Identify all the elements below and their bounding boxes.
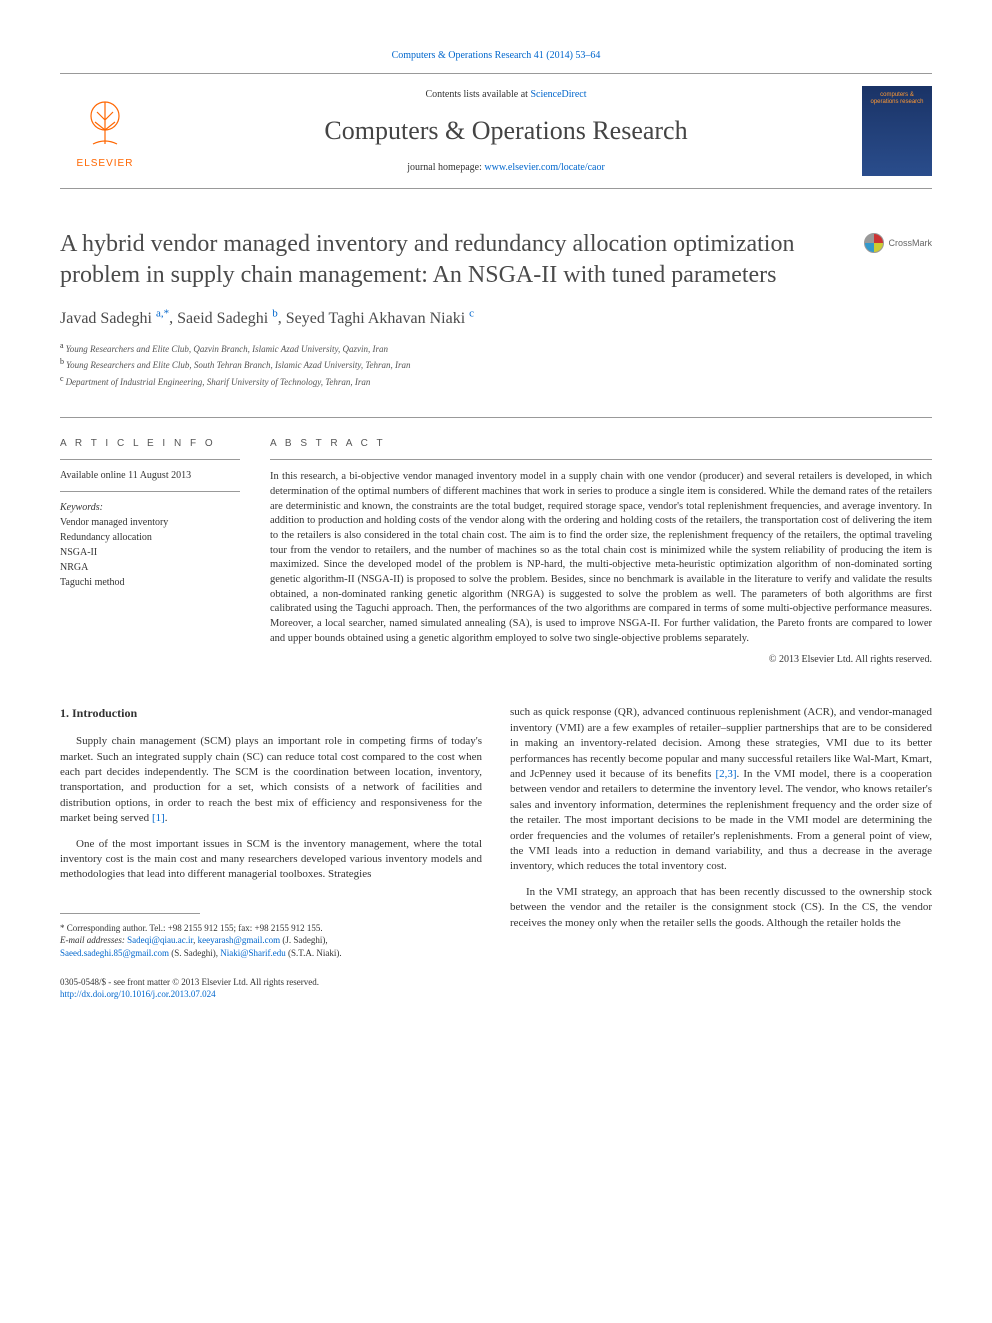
p-text-1a: Supply chain management (SCM) plays an i… [60, 735, 482, 824]
article-info-heading: A R T I C L E I N F O [60, 438, 240, 449]
journal-homepage-link[interactable]: www.elsevier.com/locate/caor [484, 162, 604, 173]
info-divider [60, 459, 240, 460]
affiliation-marker[interactable]: a,* [156, 307, 169, 319]
authors-line: Javad Sadeghi a,*, Saeid Sadeghi b, Seye… [60, 307, 932, 327]
keywords-list: Vendor managed inventory Redundancy allo… [60, 515, 240, 590]
keywords-label: Keywords: [60, 502, 240, 513]
keyword: Vendor managed inventory [60, 515, 240, 530]
p-text-2b: . In the VMI model, there is a cooperati… [510, 768, 932, 872]
p-text-1b: . [165, 812, 168, 824]
issn-line: 0305-0548/$ - see front matter © 2013 El… [60, 976, 482, 989]
affiliation-marker[interactable]: c [469, 307, 474, 319]
publisher-logo: ELSEVIER [60, 86, 150, 176]
affiliation-mark: a [60, 341, 64, 350]
affiliation-text: Young Researchers and Elite Club, South … [66, 360, 411, 370]
author: Javad Sadeghi a,* [60, 310, 169, 327]
abstract-text: In this research, a bi-objective vendor … [270, 470, 932, 646]
doi-link[interactable]: http://dx.doi.org/10.1016/j.cor.2013.07.… [60, 989, 216, 999]
email-link[interactable]: keeyarash@gmail.com [198, 935, 281, 945]
article-info-block: A R T I C L E I N F O Available online 1… [60, 438, 240, 665]
affiliation-text: Department of Industrial Engineering, Sh… [66, 377, 371, 387]
sciencedirect-link[interactable]: ScienceDirect [530, 89, 586, 100]
crossmark-badge[interactable]: CrossMark [864, 233, 932, 253]
corresponding-line: * Corresponding author. Tel.: +98 2155 9… [60, 922, 482, 935]
email-who: (J. Sadeghi), [280, 935, 328, 945]
keyword: NSGA-II [60, 545, 240, 560]
email-link[interactable]: Saeed.sadeghi.85@gmail.com [60, 948, 169, 958]
affiliation-text: Young Researchers and Elite Club, Qazvin… [66, 344, 388, 354]
affiliation-mark: c [60, 374, 64, 383]
email-who: (S.T.A. Niaki). [286, 948, 342, 958]
elsevier-tree-icon [75, 94, 135, 154]
journal-name: Computers & Operations Research [150, 116, 862, 146]
section-heading: 1. Introduction [60, 705, 482, 722]
body-paragraph: In the VMI strategy, an approach that ha… [510, 885, 932, 931]
abstract-heading: A B S T R A C T [270, 438, 932, 449]
journal-cover-thumbnail: computers & operations research [862, 86, 932, 176]
section-number: 1. [60, 706, 69, 720]
keyword: Redundancy allocation [60, 530, 240, 545]
email-who: (S. Sadeghi), [169, 948, 220, 958]
body-paragraph: One of the most important issues in SCM … [60, 837, 482, 883]
affiliation-mark: b [60, 357, 64, 366]
abstract-divider [270, 459, 932, 460]
footer-meta: 0305-0548/$ - see front matter © 2013 El… [60, 976, 482, 1001]
affiliation: cDepartment of Industrial Engineering, S… [60, 373, 932, 390]
reference-link[interactable]: [1] [152, 812, 165, 824]
section-title: Introduction [72, 706, 137, 720]
affiliations-block: aYoung Researchers and Elite Club, Qazvi… [60, 340, 932, 390]
email-link[interactable]: Niaki@Sharif.edu [220, 948, 286, 958]
homepage-prefix: journal homepage: [407, 162, 484, 173]
reference-link[interactable]: [2,3] [715, 768, 736, 780]
email-line: E-mail addresses: Sadeqi@qiau.ac.ir, kee… [60, 934, 482, 959]
body-paragraph: Supply chain management (SCM) plays an i… [60, 734, 482, 826]
header-citation: Computers & Operations Research 41 (2014… [60, 50, 932, 61]
author-name: Javad Sadeghi [60, 310, 152, 327]
cover-text: computers & operations research [866, 92, 928, 106]
contents-text: Contents lists available at [425, 89, 530, 100]
separator: , [169, 310, 177, 327]
author-name: Seyed Taghi Akhavan Niaki [286, 310, 465, 327]
separator: , [278, 310, 286, 327]
keyword: Taguchi method [60, 575, 240, 590]
publisher-name: ELSEVIER [77, 158, 134, 169]
right-column: such as quick response (QR), advanced co… [510, 705, 932, 1000]
email-label: E-mail addresses: [60, 935, 127, 945]
available-online: Available online 11 August 2013 [60, 470, 240, 481]
affiliation: bYoung Researchers and Elite Club, South… [60, 356, 932, 373]
author: Seyed Taghi Akhavan Niaki c [286, 310, 474, 327]
crossmark-label: CrossMark [888, 238, 932, 248]
affiliation: aYoung Researchers and Elite Club, Qazvi… [60, 340, 932, 357]
journal-homepage-line: journal homepage: www.elsevier.com/locat… [150, 162, 862, 173]
left-column: 1. Introduction Supply chain management … [60, 705, 482, 1000]
author-name: Saeid Sadeghi [177, 310, 268, 327]
masthead: ELSEVIER Contents lists available at Sci… [60, 73, 932, 189]
masthead-center: Contents lists available at ScienceDirec… [150, 89, 862, 173]
crossmark-icon [864, 233, 884, 253]
email-link[interactable]: Sadeqi@qiau.ac.ir [127, 935, 193, 945]
contents-available-line: Contents lists available at ScienceDirec… [150, 89, 862, 100]
keyword: NRGA [60, 560, 240, 575]
abstract-block: A B S T R A C T In this research, a bi-o… [270, 438, 932, 665]
info-divider [60, 491, 240, 492]
footnote-divider [60, 913, 200, 914]
author: Saeid Sadeghi b [177, 310, 278, 327]
corresponding-note: * Corresponding author. Tel.: +98 2155 9… [60, 922, 482, 960]
abstract-copyright: © 2013 Elsevier Ltd. All rights reserved… [270, 654, 932, 665]
body-columns: 1. Introduction Supply chain management … [60, 705, 932, 1000]
article-title: A hybrid vendor managed inventory and re… [60, 229, 844, 291]
body-paragraph: such as quick response (QR), advanced co… [510, 705, 932, 874]
